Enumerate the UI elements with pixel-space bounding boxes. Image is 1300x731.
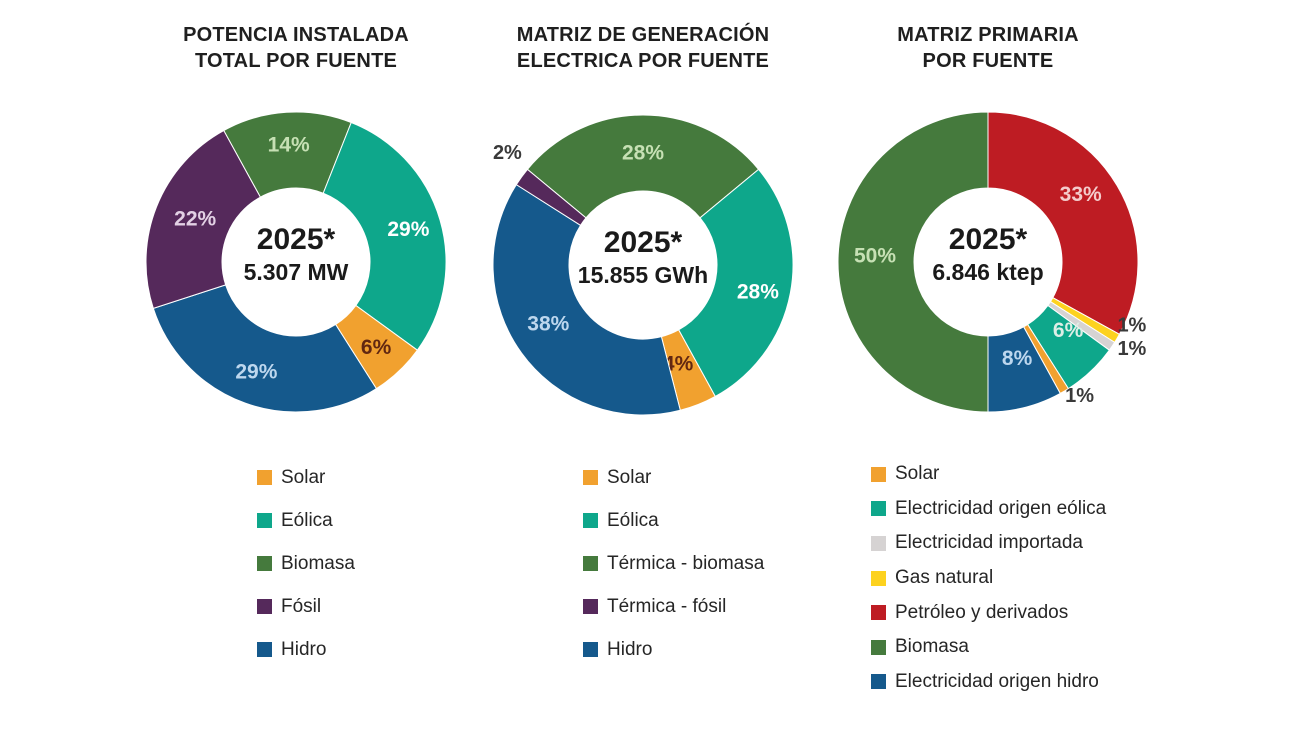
slice-label-petroleo-y-derivados: 33%	[1060, 183, 1102, 206]
legend-label-solar: Solar	[895, 463, 940, 485]
slice-label-termica-biomasa: 28%	[622, 142, 664, 165]
slice-label-eolica: 28%	[737, 280, 779, 303]
donut-chart-potencia-instalada: 14% 29% 6% 29% 22%	[145, 111, 447, 413]
legend-label-solar: Solar	[281, 466, 326, 488]
slice-label-electricidad-origen-eolica: 6%	[1053, 319, 1084, 342]
legend-item-hidro: Hidro	[257, 628, 355, 671]
legend-label-electricidad-importada: Electricidad importada	[895, 532, 1083, 554]
legend-item-solar: Solar	[871, 457, 1106, 492]
legend-swatch-hidro	[583, 642, 598, 657]
legend-swatch-biomasa	[871, 639, 886, 655]
legend-label-biomasa: Biomasa	[281, 552, 355, 574]
legend-item-electricidad-importada: Electricidad importada	[871, 526, 1106, 561]
legend-item-gas-natural: Gas natural	[871, 561, 1106, 596]
chart-title-potencia-instalada: POTENCIA INSTALADA TOTAL POR FUENTE	[121, 22, 471, 74]
legend-label-termica-fosil: Térmica - fósil	[607, 595, 727, 617]
legend-item-eolica: Eólica	[257, 499, 355, 542]
legend-swatch-electricidad-origen-eolica	[871, 501, 886, 517]
legend-swatch-eolica	[257, 513, 272, 528]
slice-label-termica-fosil: 2%	[493, 142, 522, 164]
legend-item-hidro: Hidro	[583, 628, 764, 671]
donut-chart-matriz-generacion: 28% 28% 4% 38% 2%	[492, 114, 794, 416]
slice-label-biomasa: 50%	[854, 245, 896, 268]
title-line: TOTAL POR FUENTE	[194, 50, 398, 72]
legend-swatch-solar	[257, 470, 272, 485]
slice-label-biomasa: 14%	[268, 134, 310, 157]
donut-slice-hidro	[492, 183, 681, 416]
legend-label-hidro: Hidro	[281, 638, 327, 660]
legend-item-biomasa: Biomasa	[257, 542, 355, 585]
title-line: POTENCIA INSTALADA	[183, 24, 409, 46]
legend-swatch-termica-fosil	[583, 599, 598, 614]
donut-slice-termica-biomasa	[526, 114, 760, 219]
donut-slice-petroleo-y-derivados	[987, 111, 1139, 335]
donut-slice-hidro	[152, 284, 378, 413]
legend-label-termica-biomasa: Térmica - biomasa	[607, 552, 765, 574]
chart-title-matriz-generacion: MATRIZ DE GENERACIÓN ELECTRICA POR FUENT…	[468, 22, 818, 74]
legend-label-hidro: Hidro	[607, 638, 653, 660]
legend-swatch-biomasa	[257, 556, 272, 571]
donut-slice-termica-fosil	[515, 168, 587, 227]
legend-item-fosil: Fósil	[257, 585, 355, 628]
slice-label-solar: 1%	[1065, 385, 1094, 407]
chart-title-matriz-primaria: MATRIZ PRIMARIA POR FUENTE	[813, 22, 1163, 74]
slice-label-solar: 4%	[663, 352, 694, 375]
legend-item-termica-biomasa: Térmica - biomasa	[583, 542, 764, 585]
legend-item-biomasa: Biomasa	[871, 630, 1106, 665]
donut-slice-eolica	[677, 168, 794, 398]
legend-item-solar: Solar	[257, 456, 355, 499]
slice-label-gas-natural: 1%	[1117, 315, 1146, 337]
slice-label-electricidad-origen-hidro: 8%	[1002, 347, 1033, 370]
legend-label-solar: Solar	[607, 466, 652, 488]
legend-matriz-generacion: Solar Eólica Térmica - biomasa Térmica - fó…	[583, 456, 764, 671]
legend-swatch-hidro	[257, 642, 272, 657]
legend-matriz-primaria: Solar Electricidad origen eólica Electrici…	[871, 457, 1106, 699]
slice-label-electricidad-importada: 1%	[1117, 338, 1146, 360]
title-line: MATRIZ DE GENERACIÓN	[516, 24, 770, 46]
legend-item-eolica: Eólica	[583, 499, 764, 542]
legend-label-fosil: Fósil	[281, 595, 322, 617]
donut-slice-biomasa	[837, 111, 989, 413]
legend-label-biomasa: Biomasa	[895, 636, 969, 658]
slice-label-hidro: 29%	[235, 361, 277, 384]
legend-swatch-electricidad-importada	[871, 535, 886, 551]
slice-label-eolica: 29%	[387, 218, 429, 241]
donut-slice-eolica	[322, 121, 447, 351]
legend-swatch-termica-biomasa	[583, 556, 598, 571]
donut-slice-fosil	[145, 129, 262, 309]
title-line: POR FUENTE	[922, 50, 1054, 72]
legend-swatch-petroleo-y-derivados	[871, 605, 886, 621]
legend-item-solar: Solar	[583, 456, 764, 499]
legend-swatch-fosil	[257, 599, 272, 614]
legend-item-petroleo-y-derivados: Petróleo y derivados	[871, 595, 1106, 630]
legend-swatch-electricidad-origen-hidro	[871, 674, 886, 690]
legend-swatch-solar	[871, 466, 886, 482]
legend-item-electricidad-origen-hidro: Electricidad origen hidro	[871, 665, 1106, 700]
slice-label-hidro: 38%	[527, 312, 569, 335]
legend-label-electricidad-origen-eolica: Electricidad origen eólica	[895, 497, 1107, 519]
legend-item-electricidad-origen-eolica: Electricidad origen eólica	[871, 492, 1106, 527]
donut-chart-matriz-primaria: 33%1%1%6%1%8%50%	[837, 111, 1147, 413]
legend-swatch-eolica	[583, 513, 598, 528]
legend-swatch-gas-natural	[871, 570, 886, 586]
legend-label-gas-natural: Gas natural	[895, 567, 994, 589]
legend-swatch-solar	[583, 470, 598, 485]
legend-item-termica-fosil: Térmica - fósil	[583, 585, 764, 628]
legend-potencia-instalada: Solar Eólica Biomasa Fósil Hidro	[257, 456, 355, 671]
title-line: MATRIZ PRIMARIA	[897, 24, 1079, 46]
legend-label-petroleo-y-derivados: Petróleo y derivados	[895, 601, 1069, 623]
slice-label-solar: 6%	[361, 336, 392, 359]
legend-label-electricidad-origen-hidro: Electricidad origen hidro	[895, 670, 1099, 692]
legend-label-eolica: Eólica	[281, 509, 333, 531]
slice-label-fosil: 22%	[174, 207, 216, 230]
legend-label-eolica: Eólica	[607, 509, 659, 531]
title-line: ELECTRICA POR FUENTE	[516, 50, 770, 72]
